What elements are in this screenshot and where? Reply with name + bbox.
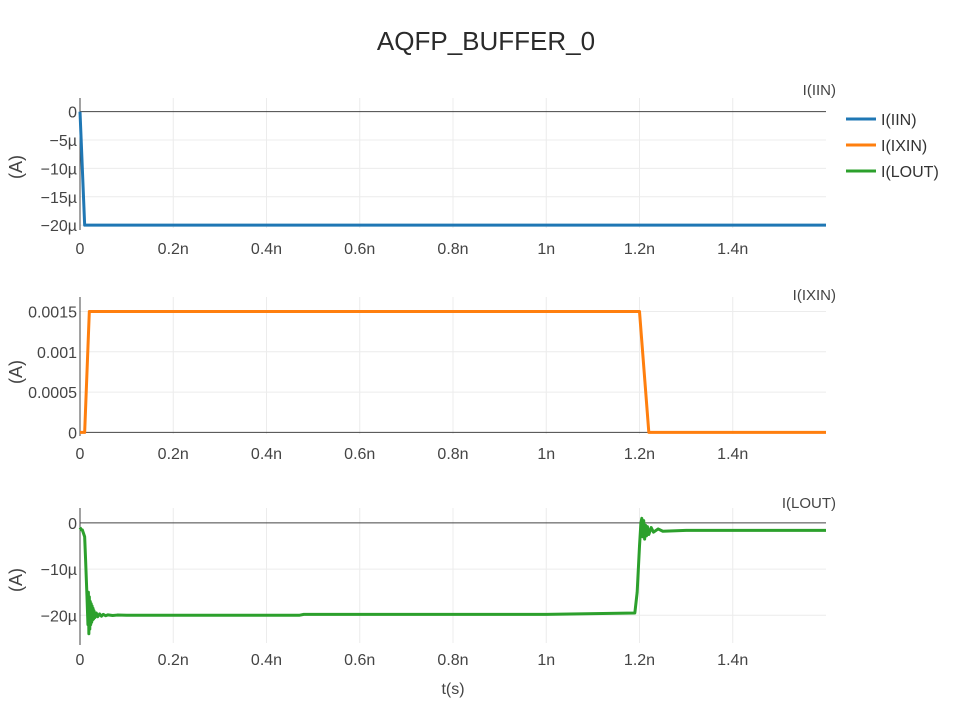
x-axis-label: t(s) [441, 681, 464, 698]
x-tick-label: 0 [76, 652, 85, 669]
y-tick-label: −15µ [41, 190, 77, 207]
x-tick-label: 1n [537, 241, 555, 258]
y-tick-label: 0 [68, 425, 77, 442]
x-tick-label: 0.2n [158, 652, 189, 669]
series-line-iiin [78, 111, 826, 227]
legend-label: I(LOUT) [881, 164, 939, 181]
x-tick-label: 1n [537, 446, 555, 463]
x-tick-label: 0.6n [344, 446, 375, 463]
chart-title: AQFP_BUFFER_0 [377, 26, 595, 56]
x-tick-label: 1.2n [624, 652, 655, 669]
subplot-title: I(IIN) [803, 82, 836, 99]
y-tick-label: −20µ [41, 218, 77, 235]
x-tick-label: 0.6n [344, 241, 375, 258]
legend-item[interactable]: I(LOUT) [846, 164, 939, 181]
x-tick-label: 0.6n [344, 652, 375, 669]
series-line-iixin [80, 309, 826, 434]
x-tick-label: 1n [537, 652, 555, 669]
legend-label: I(IXIN) [881, 138, 927, 155]
y-axis-label: (A) [6, 360, 26, 384]
x-tick-label: 1.4n [717, 446, 748, 463]
legend-item[interactable]: I(IIN) [846, 112, 917, 129]
y-tick-label: 0.0005 [28, 385, 77, 402]
subplot-title: I(IXIN) [793, 287, 836, 304]
y-tick-label: 0.0015 [28, 304, 77, 321]
y-tick-label: −10µ [41, 161, 77, 178]
y-tick-label: 0.001 [37, 345, 77, 362]
x-tick-label: 0.2n [158, 241, 189, 258]
x-tick-label: 1.4n [717, 241, 748, 258]
x-tick-label: 0.4n [251, 241, 282, 258]
y-tick-label: 0 [68, 516, 77, 533]
legend[interactable]: I(IIN) I(IXIN) I(LOUT) [846, 112, 939, 181]
x-tick-label: 1.2n [624, 241, 655, 258]
y-tick-label: −10µ [41, 562, 77, 579]
y-tick-label: −20µ [41, 608, 77, 625]
subplots: 0 −5µ −10µ −15µ −20µ 0 0.2n 0.4n 0.6n 0.8n 1n 1.2n 1… [6, 82, 836, 669]
y-tick-label: −5µ [50, 133, 77, 150]
subplot-2: 0 0.0005 0.001 0.0015 0 0.2n 0.4n 0.6n 0.8n 1n 1.2… [6, 287, 836, 463]
x-tick-label: 0.8n [437, 241, 468, 258]
legend-item[interactable]: I(IXIN) [846, 138, 927, 155]
y-axis-label: (A) [6, 568, 26, 592]
y-axis-label: (A) [6, 155, 26, 179]
x-tick-label: 0.2n [158, 446, 189, 463]
x-tick-label: 1.2n [624, 446, 655, 463]
x-tick-label: 0.4n [251, 446, 282, 463]
subplot-3: 0 −10µ −20µ 0 0.2n 0.4n 0.6n 0.8n 1n 1.2n 1.4n (A) I… [6, 495, 836, 669]
x-tick-label: 0.4n [251, 652, 282, 669]
y-tick-label: 0 [68, 105, 77, 122]
x-tick-label: 1.4n [717, 652, 748, 669]
x-tick-label: 0 [76, 241, 85, 258]
x-tick-label: 0.8n [437, 446, 468, 463]
x-tick-label: 0.8n [437, 652, 468, 669]
x-tick-label: 0 [76, 446, 85, 463]
legend-label: I(IIN) [881, 112, 917, 129]
subplot-1: 0 −5µ −10µ −15µ −20µ 0 0.2n 0.4n 0.6n 0.8n 1n 1.2n 1… [6, 82, 836, 258]
series-line-ilout [78, 516, 826, 636]
subplot-title: I(LOUT) [782, 495, 836, 512]
